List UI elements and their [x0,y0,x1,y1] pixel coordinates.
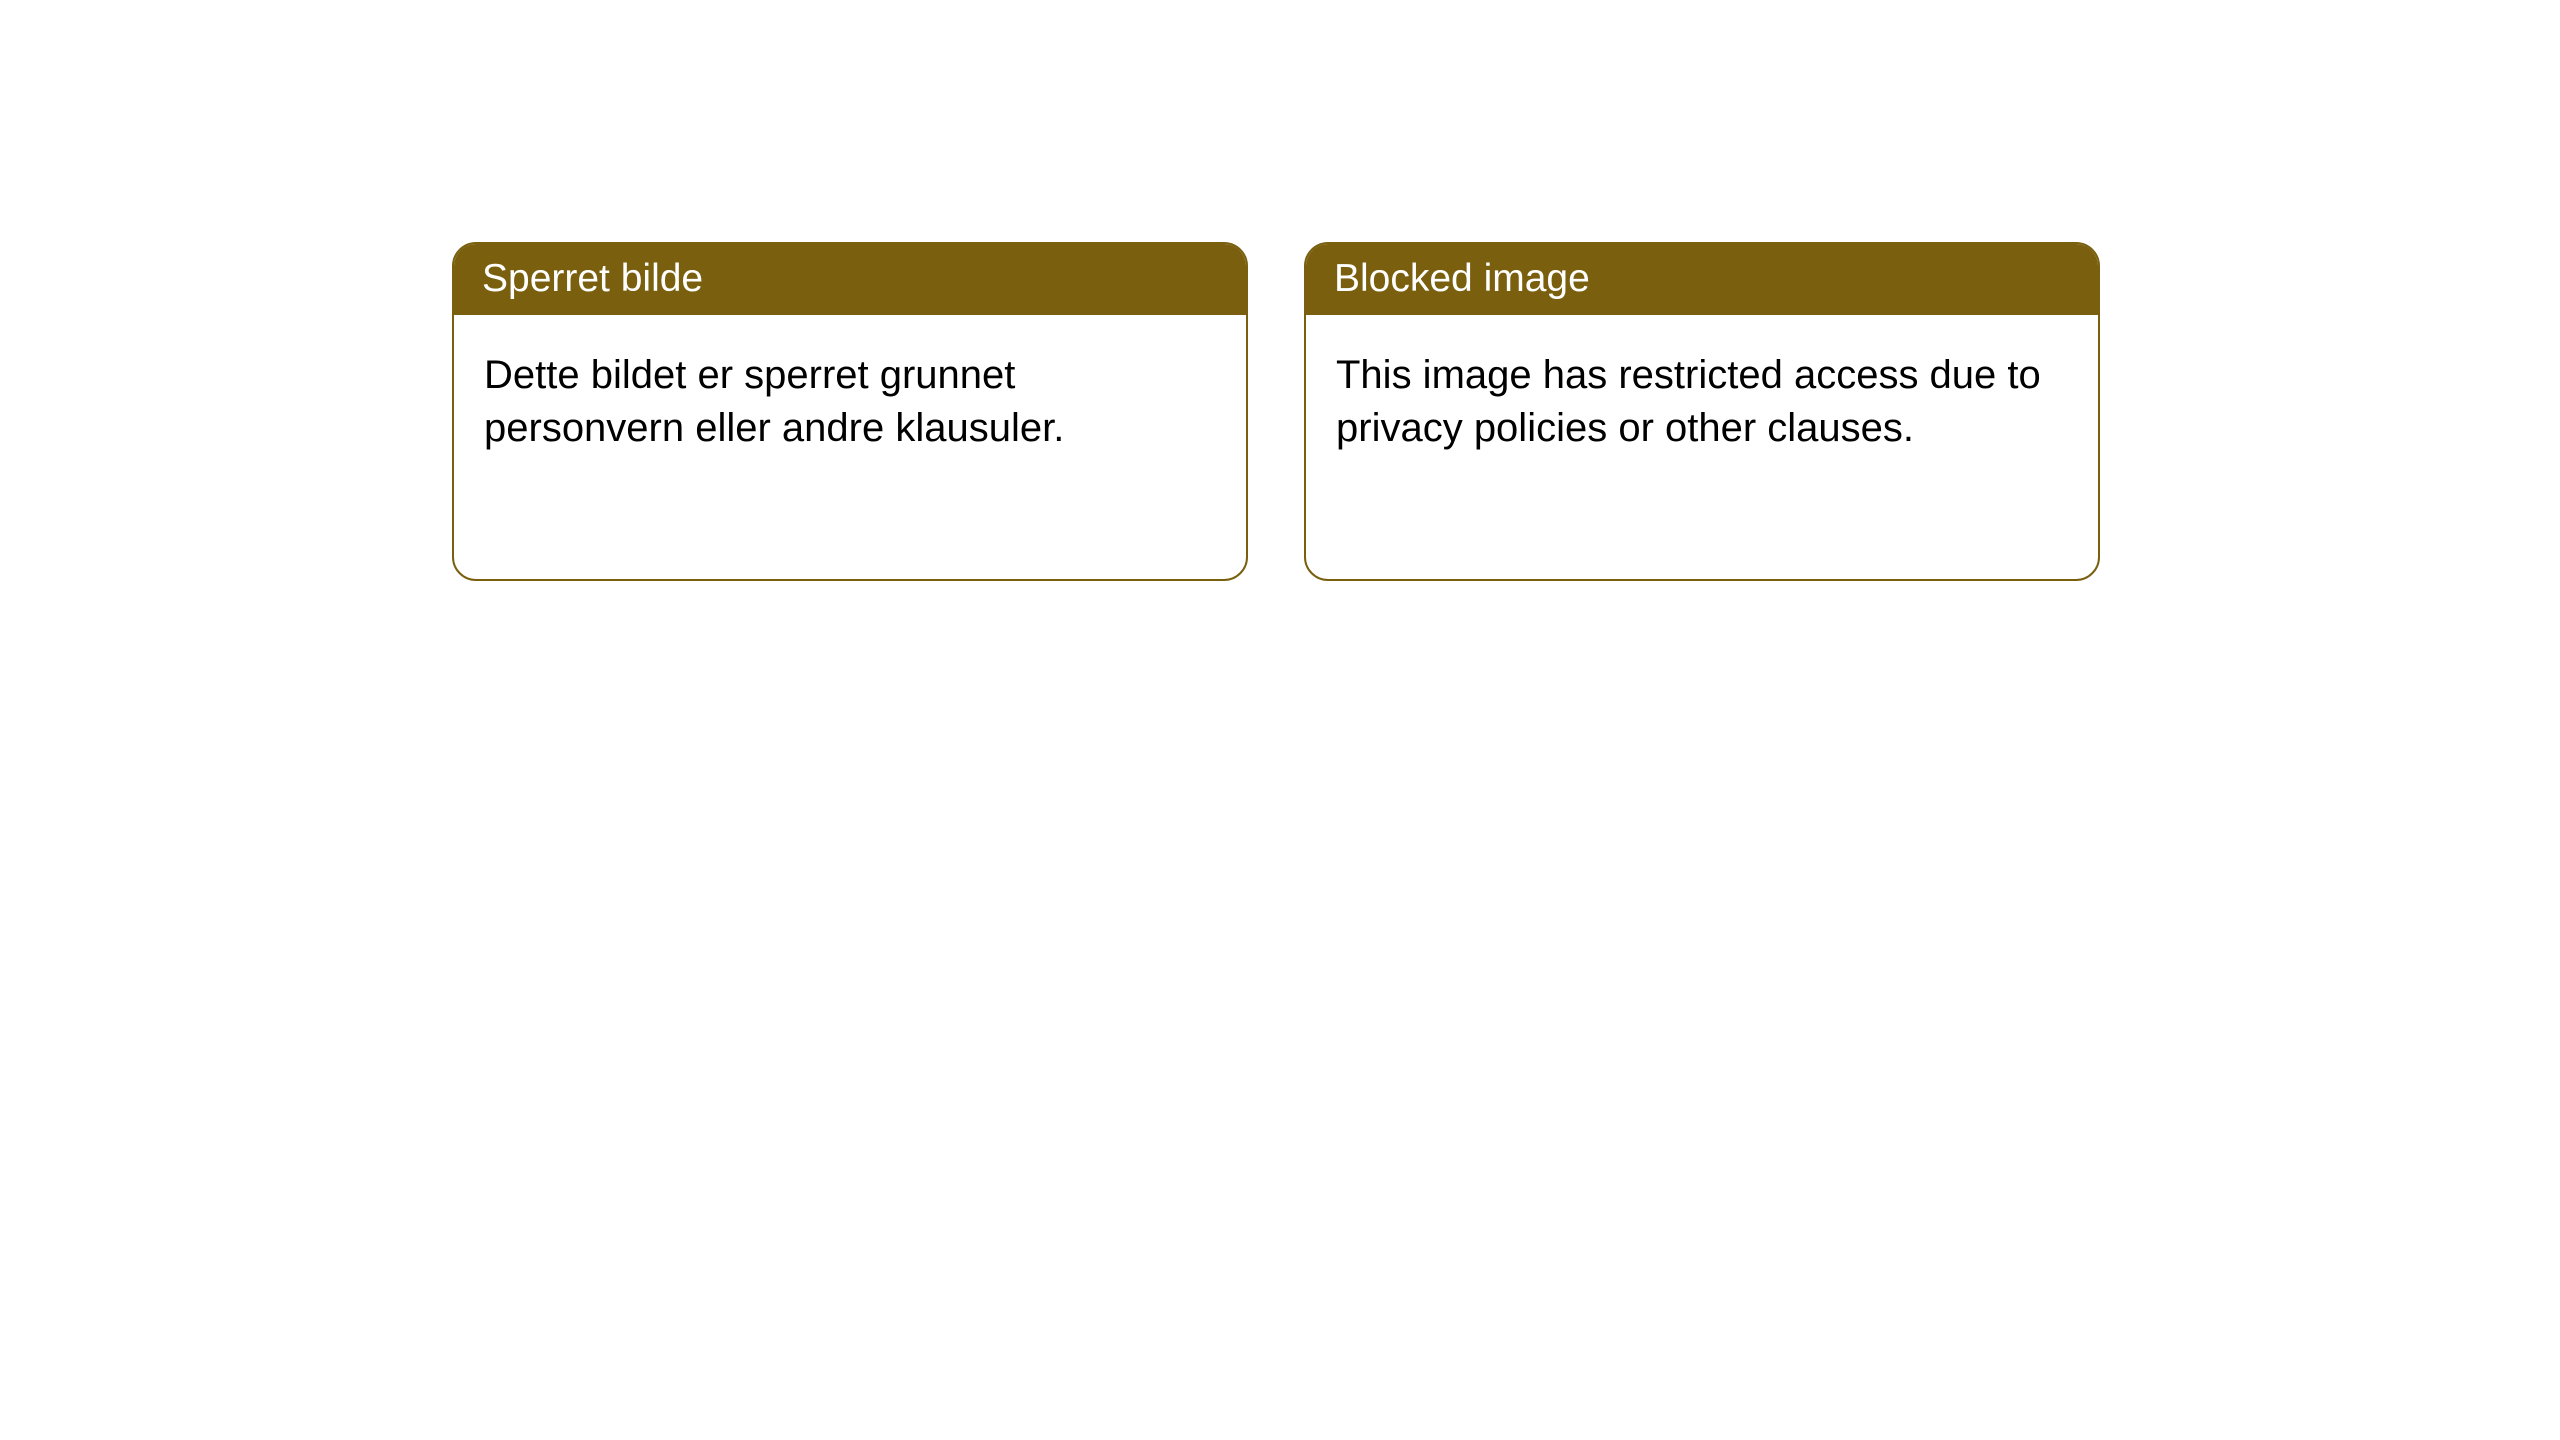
card-body: Dette bildet er sperret grunnet personve… [454,315,1246,579]
notice-card-norwegian: Sperret bilde Dette bildet er sperret gr… [452,242,1248,581]
card-body-text: This image has restricted access due to … [1336,353,2041,450]
card-header: Blocked image [1306,244,2098,315]
card-body-text: Dette bildet er sperret grunnet personve… [484,353,1064,450]
card-body: This image has restricted access due to … [1306,315,2098,579]
card-header: Sperret bilde [454,244,1246,315]
card-title: Blocked image [1334,257,1590,300]
notice-container: Sperret bilde Dette bildet er sperret gr… [452,242,2100,581]
card-title: Sperret bilde [482,257,703,300]
notice-card-english: Blocked image This image has restricted … [1304,242,2100,581]
